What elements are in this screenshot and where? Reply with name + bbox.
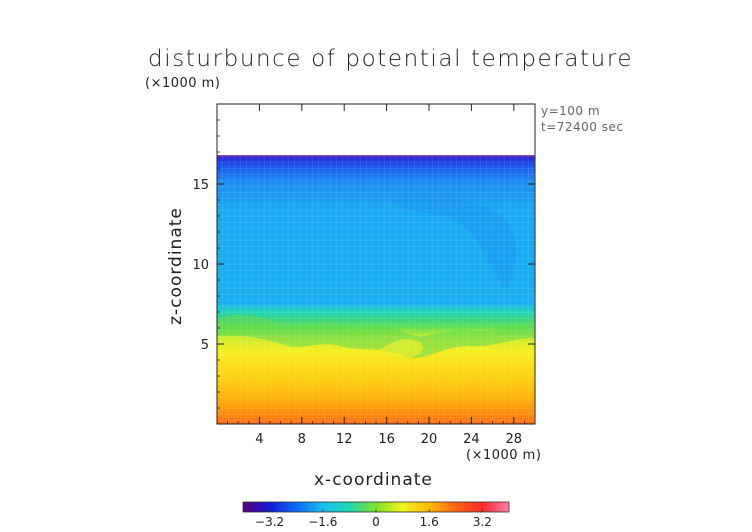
y-axis-ticks: 5 10 15	[192, 119, 535, 409]
y-tick-label: 15	[192, 178, 209, 193]
colorbar-tick-label: 3.2	[473, 515, 492, 529]
x-tick-label: 16	[378, 432, 395, 447]
colorbar-tick-label: 1.6	[420, 515, 439, 529]
annotation-y-position: y=100 m	[541, 104, 601, 118]
x-axis-ticks: 4 8 12 16 20 24 28	[227, 104, 525, 447]
x-axis-label: x-coordinate	[314, 470, 433, 490]
x-axis-unit: (×1000 m)	[466, 448, 542, 463]
chart-title: disturbunce of potential temperature	[148, 46, 634, 72]
colorbar-tick-label: −3.2	[255, 515, 284, 529]
y-axis-unit: (×1000 m)	[145, 76, 221, 91]
x-tick-label: 4	[255, 432, 263, 447]
colorbar-tick-label: −1.6	[308, 515, 337, 529]
y-tick-label: 10	[192, 258, 209, 273]
x-tick-label: 20	[421, 432, 438, 447]
plot-area	[216, 103, 536, 425]
x-tick-label: 8	[298, 432, 306, 447]
colorbar-ticks: −3.2 −1.6 0 1.6 3.2	[255, 509, 492, 529]
x-tick-label: 12	[336, 432, 353, 447]
y-tick-label: 5	[201, 338, 209, 353]
annotation-time: t=72400 sec	[541, 120, 624, 134]
colorbar: −3.2 −1.6 0 1.6 3.2	[242, 501, 510, 529]
field-texture	[217, 155, 535, 424]
x-tick-label: 24	[463, 432, 480, 447]
x-tick-label: 28	[506, 432, 523, 447]
colorbar-tick-label: 0	[372, 515, 380, 529]
